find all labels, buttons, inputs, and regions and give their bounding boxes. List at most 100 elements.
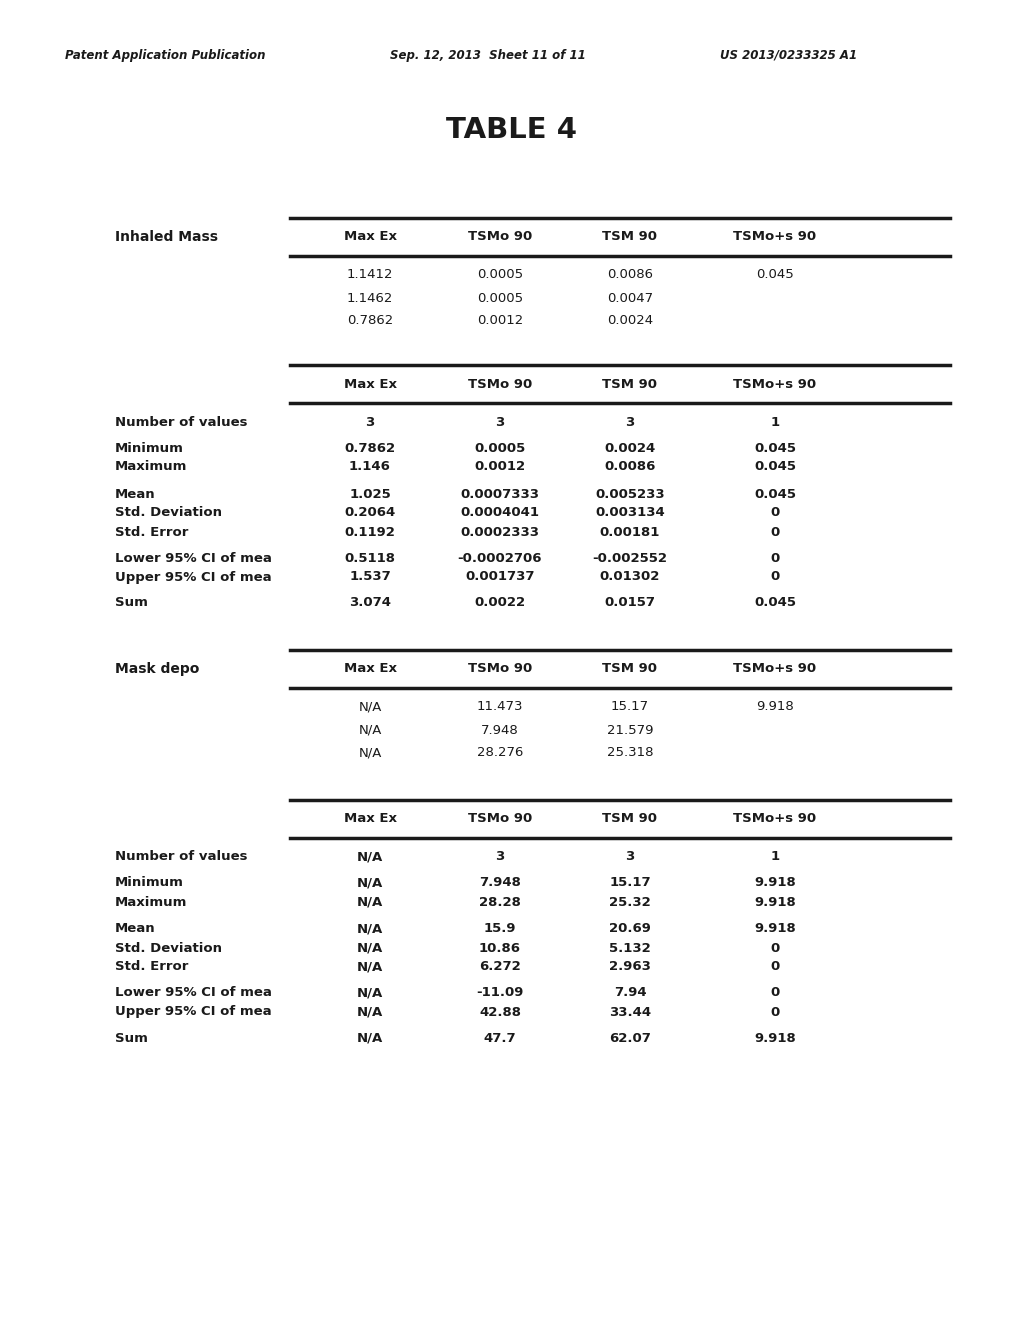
Text: 0.0086: 0.0086 xyxy=(607,268,653,281)
Text: TSMo 90: TSMo 90 xyxy=(468,378,532,391)
Text: N/A: N/A xyxy=(357,876,383,890)
Text: Maximum: Maximum xyxy=(115,461,187,474)
Text: 0: 0 xyxy=(770,507,779,520)
Text: 0.0005: 0.0005 xyxy=(477,292,523,305)
Text: 0: 0 xyxy=(770,570,779,583)
Text: Max Ex: Max Ex xyxy=(343,813,396,825)
Text: 0.0022: 0.0022 xyxy=(474,597,525,610)
Text: 11.473: 11.473 xyxy=(477,701,523,714)
Text: 28.276: 28.276 xyxy=(477,747,523,759)
Text: 3: 3 xyxy=(626,416,635,429)
Text: 1.025: 1.025 xyxy=(349,487,391,500)
Text: 0.5118: 0.5118 xyxy=(344,552,395,565)
Text: 0.0005: 0.0005 xyxy=(474,441,525,454)
Text: 0.0012: 0.0012 xyxy=(474,461,525,474)
Text: Upper 95% CI of mea: Upper 95% CI of mea xyxy=(115,570,271,583)
Text: US 2013/0233325 A1: US 2013/0233325 A1 xyxy=(720,49,857,62)
Text: TSMo+s 90: TSMo+s 90 xyxy=(733,663,816,676)
Text: 0.7862: 0.7862 xyxy=(347,314,393,327)
Text: 0.003134: 0.003134 xyxy=(595,507,665,520)
Text: Lower 95% CI of mea: Lower 95% CI of mea xyxy=(115,986,272,999)
Text: Number of values: Number of values xyxy=(115,416,248,429)
Text: TSM 90: TSM 90 xyxy=(602,378,657,391)
Text: 0: 0 xyxy=(770,525,779,539)
Text: 0.0004041: 0.0004041 xyxy=(461,507,540,520)
Text: 1.1412: 1.1412 xyxy=(347,268,393,281)
Text: 3: 3 xyxy=(366,416,375,429)
Text: 5.132: 5.132 xyxy=(609,941,651,954)
Text: 0.005233: 0.005233 xyxy=(595,487,665,500)
Text: N/A: N/A xyxy=(357,961,383,974)
Text: 25.318: 25.318 xyxy=(607,747,653,759)
Text: 3: 3 xyxy=(626,850,635,863)
Text: 3: 3 xyxy=(496,416,505,429)
Text: Max Ex: Max Ex xyxy=(343,378,396,391)
Text: 21.579: 21.579 xyxy=(607,723,653,737)
Text: 1.146: 1.146 xyxy=(349,461,391,474)
Text: 0.1192: 0.1192 xyxy=(344,525,395,539)
Text: Maximum: Maximum xyxy=(115,895,187,908)
Text: 0: 0 xyxy=(770,552,779,565)
Text: TSM 90: TSM 90 xyxy=(602,231,657,243)
Text: 0.0005: 0.0005 xyxy=(477,268,523,281)
Text: -0.002552: -0.002552 xyxy=(593,552,668,565)
Text: N/A: N/A xyxy=(358,747,382,759)
Text: 1.1462: 1.1462 xyxy=(347,292,393,305)
Text: N/A: N/A xyxy=(357,1006,383,1019)
Text: 0: 0 xyxy=(770,961,779,974)
Text: 9.918: 9.918 xyxy=(754,876,796,890)
Text: Std. Error: Std. Error xyxy=(115,961,188,974)
Text: TSMo+s 90: TSMo+s 90 xyxy=(733,231,816,243)
Text: 1.537: 1.537 xyxy=(349,570,391,583)
Text: 3.074: 3.074 xyxy=(349,597,391,610)
Text: TABLE 4: TABLE 4 xyxy=(446,116,578,144)
Text: Std. Deviation: Std. Deviation xyxy=(115,941,222,954)
Text: 0.0024: 0.0024 xyxy=(604,441,655,454)
Text: TSMo 90: TSMo 90 xyxy=(468,663,532,676)
Text: 7.94: 7.94 xyxy=(613,986,646,999)
Text: Patent Application Publication: Patent Application Publication xyxy=(65,49,265,62)
Text: Sum: Sum xyxy=(115,597,147,610)
Text: 0: 0 xyxy=(770,1006,779,1019)
Text: 1: 1 xyxy=(770,850,779,863)
Text: Mask depo: Mask depo xyxy=(115,663,200,676)
Text: 0: 0 xyxy=(770,941,779,954)
Text: -0.0002706: -0.0002706 xyxy=(458,552,543,565)
Text: Lower 95% CI of mea: Lower 95% CI of mea xyxy=(115,552,272,565)
Text: 9.918: 9.918 xyxy=(754,1031,796,1044)
Text: N/A: N/A xyxy=(357,941,383,954)
Text: Mean: Mean xyxy=(115,923,156,936)
Text: 0.01302: 0.01302 xyxy=(600,570,660,583)
Text: TSMo 90: TSMo 90 xyxy=(468,813,532,825)
Text: N/A: N/A xyxy=(357,850,383,863)
Text: 0.0086: 0.0086 xyxy=(604,461,655,474)
Text: 33.44: 33.44 xyxy=(609,1006,651,1019)
Text: 0.001737: 0.001737 xyxy=(465,570,535,583)
Text: 7.948: 7.948 xyxy=(479,876,521,890)
Text: 28.28: 28.28 xyxy=(479,895,521,908)
Text: 47.7: 47.7 xyxy=(483,1031,516,1044)
Text: 15.9: 15.9 xyxy=(483,923,516,936)
Text: 0.0157: 0.0157 xyxy=(604,597,655,610)
Text: 0.2064: 0.2064 xyxy=(344,507,395,520)
Text: Std. Error: Std. Error xyxy=(115,525,188,539)
Text: 0: 0 xyxy=(770,986,779,999)
Text: 0.045: 0.045 xyxy=(754,461,796,474)
Text: 2.963: 2.963 xyxy=(609,961,651,974)
Text: 0.0024: 0.0024 xyxy=(607,314,653,327)
Text: N/A: N/A xyxy=(357,986,383,999)
Text: Max Ex: Max Ex xyxy=(343,231,396,243)
Text: Std. Deviation: Std. Deviation xyxy=(115,507,222,520)
Text: 6.272: 6.272 xyxy=(479,961,521,974)
Text: 9.918: 9.918 xyxy=(754,923,796,936)
Text: Sep. 12, 2013  Sheet 11 of 11: Sep. 12, 2013 Sheet 11 of 11 xyxy=(390,49,586,62)
Text: Max Ex: Max Ex xyxy=(343,663,396,676)
Text: 9.918: 9.918 xyxy=(754,895,796,908)
Text: 0.045: 0.045 xyxy=(754,487,796,500)
Text: 62.07: 62.07 xyxy=(609,1031,651,1044)
Text: Minimum: Minimum xyxy=(115,876,184,890)
Text: 0.7862: 0.7862 xyxy=(344,441,395,454)
Text: N/A: N/A xyxy=(358,723,382,737)
Text: N/A: N/A xyxy=(357,895,383,908)
Text: 0.00181: 0.00181 xyxy=(600,525,660,539)
